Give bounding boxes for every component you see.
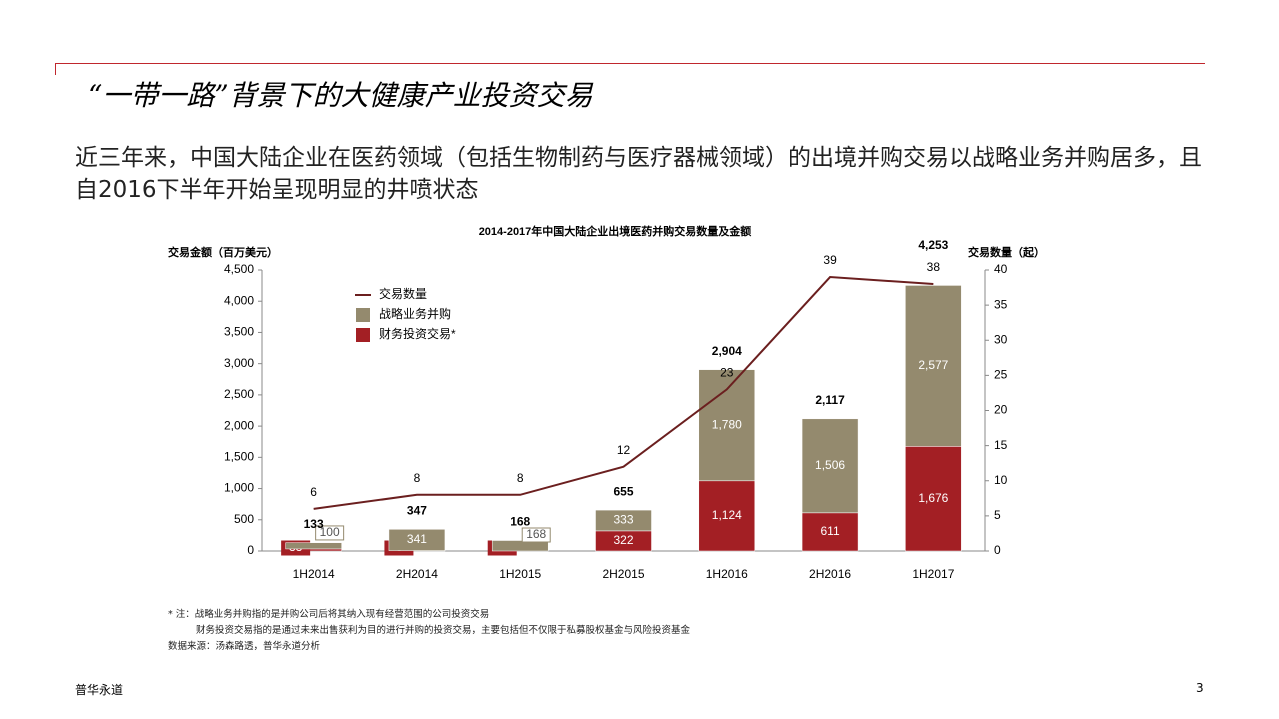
footer: 普华永道 (75, 683, 124, 697)
label-box (315, 525, 345, 541)
bar-segment (801, 512, 859, 552)
x-tick-label: 1H2014 (293, 567, 335, 581)
y-tick-label: 0 (247, 543, 254, 557)
chart-title: 2014-2017年中国大陆企业出境医药并购交易数量及金额 (479, 224, 752, 238)
y2-tick-label: 25 (994, 368, 1008, 382)
y2-tick-label: 5 (994, 508, 1001, 522)
x-tick-label: 2H2016 (809, 567, 851, 581)
data-label: 611 (821, 524, 840, 538)
total-label: 4,253 (918, 238, 948, 252)
x-tick-label: 2H2015 (602, 567, 644, 581)
chart: 2014-2017年中国大陆企业出境医药并购交易数量及金额 交易金额（百万美元）… (168, 224, 1045, 581)
note: * 注：战略业务并购指的是并购公司后将其纳入现有经营范围的公司投资交易 (168, 609, 490, 620)
bar-segment (491, 540, 549, 552)
y-tick-label: 2,000 (224, 418, 254, 432)
data-label: 1,124 (712, 508, 742, 522)
data-label: 1,780 (712, 417, 742, 431)
line-label: 39 (823, 253, 837, 267)
y2-tick-label: 20 (994, 403, 1008, 417)
total-label: 168 (510, 515, 530, 529)
y-tick-label: 4,500 (224, 262, 254, 276)
bar-segment (388, 529, 446, 551)
y-tick-label: 3,500 (224, 325, 254, 339)
data-label: 1,506 (815, 458, 845, 472)
legend-label: 财务投资交易* (379, 326, 456, 341)
y-tick-label: 1,500 (224, 450, 254, 464)
data-label: 1,676 (918, 491, 948, 505)
y2-tick-label: 0 (994, 543, 1001, 557)
source: 数据来源：汤森路透，普华永道分析 (168, 641, 321, 652)
y-tick-label: 3,000 (224, 356, 254, 370)
y2-axis-title: 交易数量（起） (968, 245, 1045, 259)
line-label: 6 (310, 485, 317, 499)
bar-segment (698, 480, 756, 552)
line-label: 12 (617, 443, 631, 457)
page-number: 3 (1196, 681, 1204, 695)
data-label: 2,577 (918, 358, 948, 372)
y-axis-title: 交易金额（百万美元） (168, 245, 278, 259)
line-label: 38 (927, 260, 941, 274)
legend-label: 交易数量 (379, 286, 427, 301)
x-tick-label: 2H2014 (396, 567, 438, 581)
data-label: 333 (613, 513, 633, 527)
line-label: 23 (720, 366, 734, 380)
y2-tick-label: 40 (994, 262, 1008, 276)
legend-swatch (356, 308, 370, 322)
y-tick-label: 500 (234, 512, 254, 526)
line-label: 8 (414, 471, 421, 485)
body-text: 近三年来，中国大陆企业在医药领域（包括生物制药与医疗器械领域）的出境并购交易以战… (75, 145, 1202, 203)
x-tick-label: 1H2015 (499, 567, 541, 581)
legend-swatch (356, 328, 370, 342)
top-rule (55, 63, 1205, 64)
y2-tick-label: 15 (994, 438, 1008, 452)
x-tick-label: 1H2016 (706, 567, 748, 581)
y2-tick-label: 30 (994, 332, 1008, 346)
legend-label: 战略业务并购 (379, 306, 451, 321)
slide-title: “一带一路”背景下的大健康产业投资交易 (88, 79, 593, 112)
bar-segment (905, 285, 962, 447)
data-label: 100 (320, 525, 340, 539)
total-label: 133 (304, 517, 324, 531)
data-label: 341 (407, 532, 427, 546)
bar-segment (801, 418, 859, 514)
total-label: 2,117 (815, 393, 845, 407)
bar-segment (285, 542, 342, 550)
y-tick-label: 4,000 (224, 293, 254, 307)
bar-segment (595, 509, 652, 532)
y2-tick-label: 35 (994, 297, 1008, 311)
y-tick-label: 1,000 (224, 481, 254, 495)
data-label: 168 (526, 527, 546, 541)
total-label: 655 (613, 484, 633, 498)
rule-tick (55, 63, 56, 75)
bar-segment (905, 446, 962, 552)
total-label: 2,904 (712, 344, 742, 358)
y-tick-label: 2,500 (224, 387, 254, 401)
note: 财务投资交易指的是通过未来出售获利为目的进行并购的投资交易，主要包括但不仅限于私… (196, 625, 691, 636)
x-tick-label: 1H2017 (912, 567, 954, 581)
total-label: 347 (407, 504, 427, 518)
label-box (521, 527, 551, 543)
line-label: 8 (517, 471, 524, 485)
y2-tick-label: 10 (994, 473, 1008, 487)
count-line (313, 275, 934, 510)
data-label: 322 (613, 533, 633, 547)
